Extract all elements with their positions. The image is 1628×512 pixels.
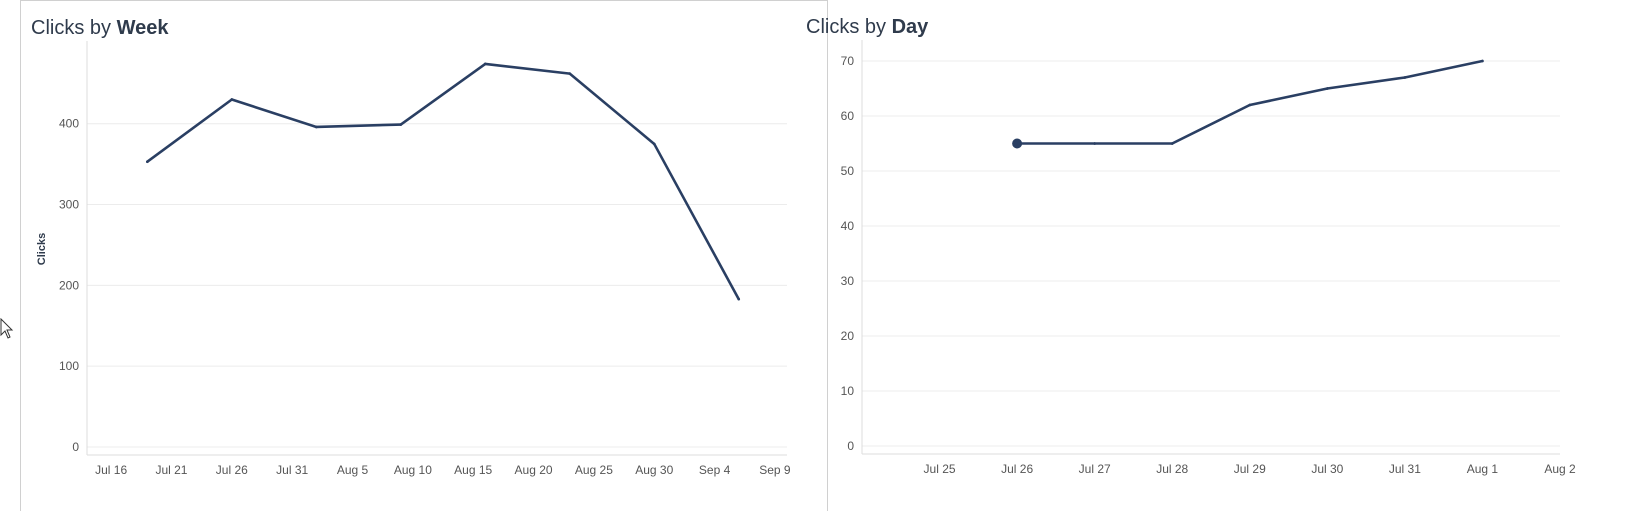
chart-title-emph: Week	[116, 17, 169, 39]
chart-title-week: Clicks by Week	[31, 17, 168, 40]
y-tick-label: 200	[59, 278, 79, 292]
series-line-segment	[146, 98, 234, 164]
y-tick-label: 40	[841, 219, 855, 233]
data-point	[483, 62, 487, 66]
y-tick-label: 100	[59, 359, 79, 373]
y-axis-label: Clicks	[36, 233, 48, 265]
mouse-cursor-icon	[0, 318, 14, 339]
data-point	[315, 125, 318, 129]
x-tick-label: Jul 31	[1389, 462, 1421, 476]
x-tick-label: Jul 21	[155, 463, 187, 477]
chart-title-prefix: Clicks by	[806, 16, 892, 38]
x-tick-label: Sep 9	[759, 463, 791, 477]
chart-title-prefix: Clicks by	[31, 17, 117, 39]
data-point	[1170, 142, 1174, 145]
x-tick-label: Jul 26	[216, 463, 248, 477]
data-point	[652, 142, 656, 146]
x-tick-label: Jul 25	[924, 462, 956, 476]
x-tick-label: Sep 4	[699, 463, 731, 477]
chart-title-emph: Day	[891, 16, 929, 38]
y-tick-label: 50	[841, 164, 855, 178]
y-tick-label: 30	[841, 274, 855, 288]
y-tick-label: 400	[59, 117, 79, 131]
x-tick-label: Aug 1	[1467, 462, 1499, 476]
series-line-segment	[399, 62, 487, 126]
y-tick-label: 300	[59, 198, 79, 212]
data-point	[399, 123, 403, 126]
line-chart-day[interactable]: 0 10 20 30 40 50 60 70 Jul 25 Jul 26 Jul 27 Jul 28 J…	[828, 0, 1628, 511]
data-point	[1326, 87, 1329, 90]
data-point	[737, 297, 741, 301]
y-tick-label: 0	[72, 440, 79, 454]
chart-title-day: Clicks by Day	[806, 16, 928, 39]
series-line-segment	[315, 123, 403, 129]
x-tick-label: Aug 25	[575, 463, 613, 477]
x-tick-label: Jul 30	[1311, 462, 1343, 476]
y-tick-label: 60	[841, 109, 855, 123]
x-tick-label: Jul 31	[276, 463, 308, 477]
x-tick-label: Jul 29	[1234, 462, 1266, 476]
series-line-segment	[1403, 59, 1484, 79]
series-line-segment	[230, 98, 318, 129]
series-line-segment	[1248, 87, 1329, 107]
data-point	[1093, 142, 1096, 145]
x-tick-label: Jul 26	[1001, 462, 1033, 476]
x-tick-label: Aug 30	[635, 463, 673, 477]
data-point	[1248, 103, 1252, 107]
x-tick-label: Aug 5	[337, 463, 369, 477]
chart-panel-day: Clicks by Day 0 10 20 30 40 50 60 70 Jul 25 Jul 2…	[806, 0, 1628, 511]
x-tick-label: Jul 27	[1079, 462, 1111, 476]
series-line-segment	[1170, 103, 1252, 145]
x-tick-label: Aug 20	[515, 463, 553, 477]
data-point	[230, 98, 234, 101]
chart-panel-week: Clicks by Week 0 100 200 300 400 Jul 16 Jul 21…	[20, 0, 828, 511]
data-point	[1403, 76, 1407, 79]
highlighted-data-point	[1012, 138, 1023, 149]
y-tick-label: 20	[841, 329, 855, 343]
series-line-segment	[652, 142, 741, 301]
data-point	[146, 160, 149, 164]
x-tick-label: Aug 15	[454, 463, 492, 477]
x-tick-label: Jul 28	[1156, 462, 1188, 476]
y-tick-label: 70	[841, 54, 855, 68]
y-tick-label: 10	[841, 384, 855, 398]
x-tick-label: Aug 2	[1544, 462, 1576, 476]
line-chart-week[interactable]: 0 100 200 300 400 Jul 16 Jul 21 Jul 26 Jul 31 Aug…	[21, 1, 829, 512]
y-tick-label: 0	[847, 439, 854, 453]
series-line-segment	[483, 62, 572, 75]
x-tick-label: Aug 10	[394, 463, 432, 477]
series-line-segment	[568, 72, 656, 146]
x-tick-label: Jul 16	[95, 463, 127, 477]
series-line-segment	[1326, 76, 1407, 90]
data-point	[568, 72, 572, 75]
data-point	[1481, 59, 1484, 63]
